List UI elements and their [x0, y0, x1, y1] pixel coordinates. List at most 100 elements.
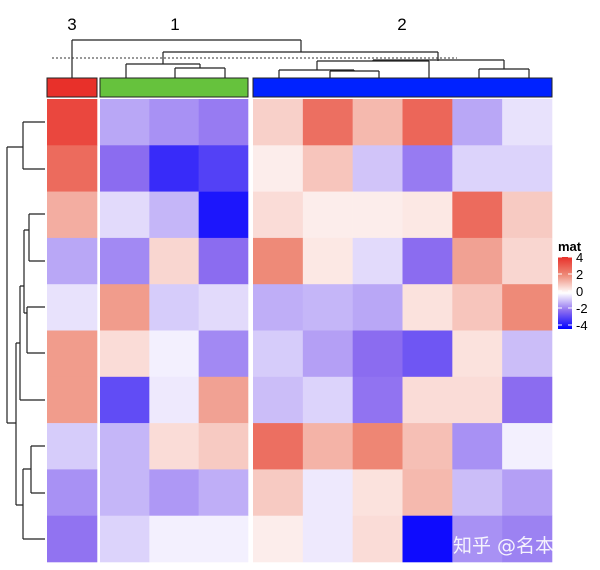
- heatmap-cell: [352, 376, 403, 424]
- heatmap-cell: [100, 515, 150, 563]
- heatmap-cell: [502, 237, 553, 285]
- legend-tick-label: 0: [576, 284, 583, 299]
- heatmap-cell: [198, 423, 249, 470]
- heatmap-cell: [452, 284, 503, 331]
- heatmap-cell: [253, 99, 304, 146]
- heatmap-cell: [502, 191, 553, 239]
- heatmap-cell: [253, 191, 304, 239]
- heatmap-cell: [47, 515, 98, 563]
- heatmap-cell: [502, 330, 553, 378]
- heatmap-cells: [47, 99, 553, 563]
- watermark: 知乎 @名本无名: [453, 535, 592, 557]
- heatmap-cell: [502, 423, 553, 470]
- heatmap-cell: [47, 376, 98, 424]
- legend-tick-label: 2: [576, 267, 583, 282]
- heatmap-cell: [452, 237, 503, 285]
- heatmap-cell: [47, 191, 98, 239]
- group-label: 2: [397, 15, 406, 34]
- group-label: 3: [67, 15, 76, 34]
- heatmap-cell: [198, 284, 249, 331]
- heatmap-cell: [149, 376, 199, 424]
- heatmap-cell: [402, 469, 453, 516]
- heatmap-cell: [352, 284, 403, 331]
- heatmap-cell: [198, 191, 249, 239]
- heatmap-cell: [452, 330, 503, 378]
- heatmap-cell: [302, 376, 353, 424]
- heatmap-cell: [302, 99, 353, 146]
- heatmap-cell: [352, 330, 403, 378]
- heatmap-cell: [100, 376, 150, 424]
- heatmap-cell: [100, 99, 150, 146]
- heatmap-cell: [198, 330, 249, 378]
- heatmap-cell: [149, 330, 199, 378]
- heatmap-cell: [47, 469, 98, 516]
- heatmap-cell: [47, 423, 98, 470]
- heatmap-cell: [452, 145, 503, 192]
- heatmap-cell: [452, 376, 503, 424]
- heatmap-cell: [352, 191, 403, 239]
- heatmap-cell: [402, 515, 453, 563]
- heatmap-cell: [352, 99, 403, 146]
- heatmap-cell: [502, 469, 553, 516]
- heatmap-cell: [100, 284, 150, 331]
- group-label: 1: [170, 15, 179, 34]
- heatmap-cell: [302, 330, 353, 378]
- heatmap-cell: [402, 99, 453, 146]
- heatmap-cell: [47, 284, 98, 331]
- heatmap-cell: [253, 284, 304, 331]
- heatmap-cell: [302, 469, 353, 516]
- heatmap-cell: [352, 237, 403, 285]
- heatmap-cell: [352, 423, 403, 470]
- heatmap-cell: [402, 237, 453, 285]
- heatmap-cell: [302, 284, 353, 331]
- heatmap-cell: [352, 515, 403, 563]
- heatmap-cell: [100, 330, 150, 378]
- column-dendrogram: [71, 39, 530, 78]
- heatmap-cell: [149, 191, 199, 239]
- heatmap-cell: [402, 191, 453, 239]
- legend-tick-label: 4: [576, 250, 583, 265]
- heatmap-cell: [452, 515, 503, 563]
- heatmap-cell: [502, 284, 553, 331]
- heatmap-cell: [149, 237, 199, 285]
- heatmap-cell: [352, 145, 403, 192]
- legend-title: mat: [558, 239, 582, 254]
- heatmap-cell: [100, 191, 150, 239]
- heatmap-cell: [302, 237, 353, 285]
- heatmap-cell: [100, 145, 150, 192]
- heatmap-cell: [452, 191, 503, 239]
- heatmap-cell: [149, 515, 199, 563]
- heatmap-cell: [253, 515, 304, 563]
- heatmap-cell: [253, 469, 304, 516]
- heatmap-cell: [149, 99, 199, 146]
- heatmap-cell: [502, 515, 553, 563]
- heatmap-cell: [198, 515, 249, 563]
- heatmap-cell: [402, 330, 453, 378]
- heatmap-cell: [198, 376, 249, 424]
- heatmap-cell: [47, 237, 98, 285]
- row-dendrogram: [6, 121, 45, 540]
- heatmap-cell: [452, 99, 503, 146]
- heatmap-cell: [47, 145, 98, 192]
- heatmap-cell: [149, 145, 199, 192]
- legend-colorbar: [558, 257, 572, 329]
- heatmap-cell: [402, 284, 453, 331]
- heatmap-cell: [402, 145, 453, 192]
- heatmap-cell: [502, 99, 553, 146]
- annotation-group-1: [99, 77, 249, 98]
- heatmap-cell: [502, 376, 553, 424]
- heatmap-cell: [502, 145, 553, 192]
- heatmap-cell: [149, 469, 199, 516]
- legend-tick-label: -2: [576, 301, 588, 316]
- annotation-group-2: [252, 77, 553, 98]
- heatmap-cell: [253, 330, 304, 378]
- heatmap-cell: [302, 515, 353, 563]
- heatmap-cell: [198, 145, 249, 192]
- heatmap-cell: [47, 99, 98, 146]
- legend-tick-label: -4: [576, 318, 588, 333]
- heatmap-cell: [253, 145, 304, 192]
- heatmap-cell: [452, 469, 503, 516]
- heatmap-cell: [253, 237, 304, 285]
- heatmap-cell: [253, 376, 304, 424]
